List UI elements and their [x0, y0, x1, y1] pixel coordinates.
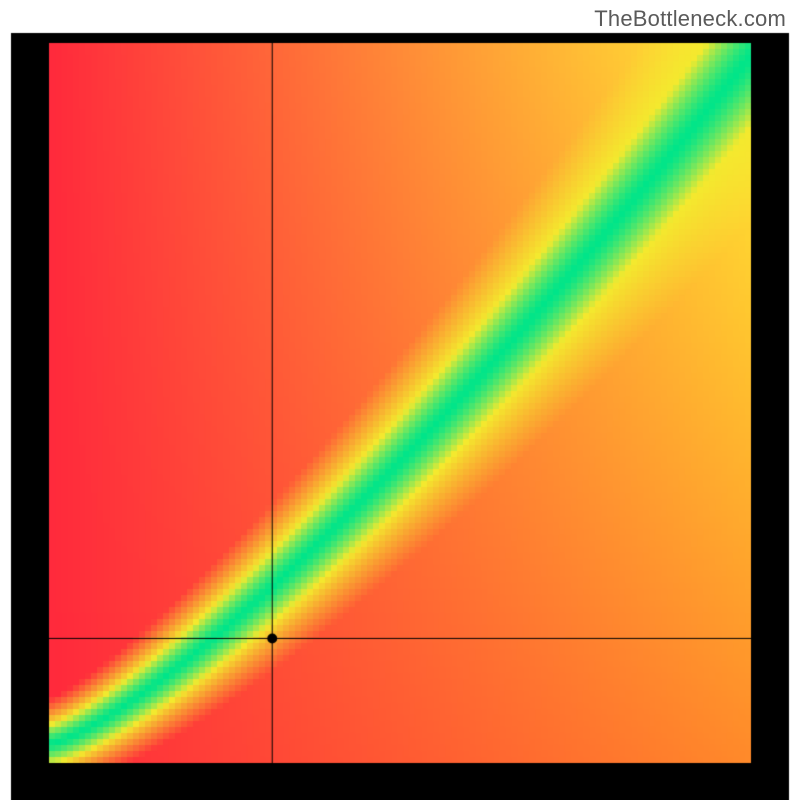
chart-stage: TheBottleneck.com — [0, 0, 800, 800]
watermark-text: TheBottleneck.com — [594, 6, 786, 32]
bottleneck-heatmap-canvas — [0, 0, 800, 800]
